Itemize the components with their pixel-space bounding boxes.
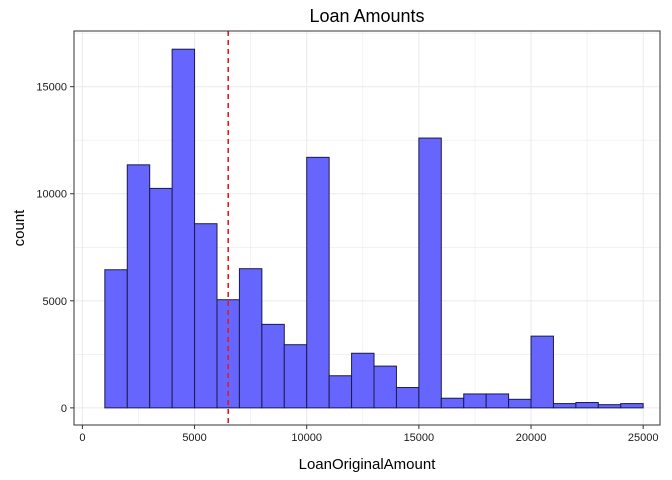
- x-tick-label: 25000: [628, 432, 659, 444]
- histogram-bar: [575, 402, 599, 409]
- y-tick-label: 10000: [36, 189, 67, 201]
- x-tick-label: 10000: [291, 432, 322, 444]
- histogram-bar: [238, 268, 263, 409]
- histogram-bar: [530, 335, 554, 409]
- x-tick-label: 20000: [516, 432, 547, 444]
- histogram-bar: [328, 375, 353, 409]
- axes: 0 5000 10000 15000 20000 25000 0 5000 10000 15000: [36, 82, 658, 444]
- histogram-bar: [463, 393, 487, 409]
- histogram-bar: [373, 365, 397, 409]
- histogram-bar: [194, 223, 218, 409]
- histogram-bar: [104, 269, 128, 409]
- y-tick-label: 0: [61, 403, 67, 415]
- histogram-bar: [149, 187, 173, 409]
- x-tick-label: 5000: [182, 432, 206, 444]
- histogram-bar: [171, 48, 196, 409]
- histogram-bar: [126, 164, 151, 409]
- histogram-bar: [261, 323, 285, 409]
- y-tick-label: 15000: [36, 82, 67, 94]
- histogram-bar: [395, 387, 420, 409]
- histogram-bar: [306, 156, 330, 409]
- histogram-bar: [552, 403, 577, 409]
- y-tick-label: 5000: [43, 296, 67, 308]
- histogram-bar: [440, 397, 465, 409]
- histogram-bar: [418, 137, 442, 409]
- histogram-bar: [485, 393, 510, 409]
- x-tick-label: 0: [79, 432, 85, 444]
- histogram-bar: [283, 344, 308, 409]
- x-axis-title: LoanOriginalAmount: [299, 456, 437, 473]
- bars: [104, 48, 644, 409]
- plot-panel-border: [73, 30, 661, 426]
- x-tick-label: 15000: [404, 432, 435, 444]
- histogram-bar: [620, 403, 644, 409]
- histogram-bar: [351, 352, 375, 409]
- y-axis-title: count: [11, 209, 28, 247]
- chart-title: Loan Amounts: [309, 6, 424, 26]
- histogram-bar: [508, 398, 532, 409]
- histogram-bar: [597, 404, 622, 409]
